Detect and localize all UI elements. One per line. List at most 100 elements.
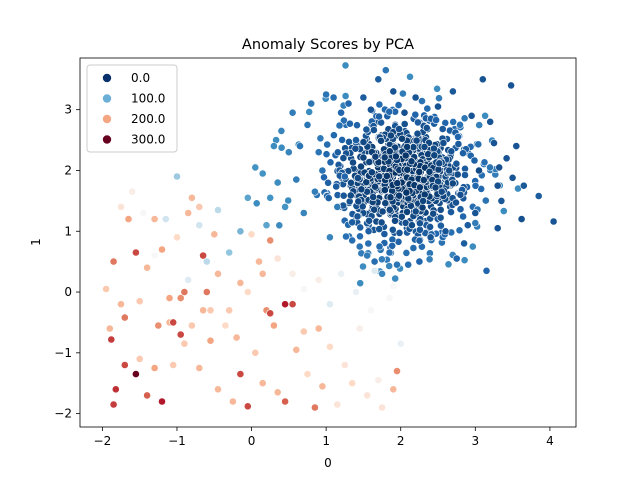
data-point	[180, 288, 189, 296]
x-tick-label: 2	[397, 434, 405, 448]
data-point	[228, 397, 237, 406]
data-point	[277, 143, 286, 152]
data-point	[288, 269, 297, 278]
data-point	[262, 221, 271, 230]
data-point	[452, 198, 460, 207]
plot-area	[102, 61, 558, 412]
data-point	[102, 285, 110, 293]
data-point	[456, 205, 465, 214]
data-point	[406, 72, 414, 81]
data-point	[437, 187, 446, 196]
data-point	[356, 232, 364, 241]
data-point	[303, 370, 312, 378]
data-point	[385, 294, 394, 302]
data-point	[367, 168, 376, 177]
data-point	[339, 116, 348, 125]
data-point	[397, 212, 406, 221]
data-point	[314, 324, 323, 333]
data-point	[353, 212, 362, 221]
data-point	[366, 105, 375, 114]
data-point	[412, 136, 421, 145]
data-point	[493, 181, 502, 190]
data-point	[339, 191, 348, 200]
data-point	[439, 139, 448, 147]
data-point	[493, 224, 502, 233]
data-point	[375, 242, 384, 251]
data-point	[310, 187, 319, 196]
data-point	[266, 193, 275, 202]
data-point	[407, 221, 416, 230]
data-point	[266, 236, 275, 245]
data-point	[359, 138, 368, 146]
data-point	[176, 330, 185, 339]
data-point	[497, 196, 506, 205]
x-axis-label: 0	[324, 456, 332, 470]
data-point	[323, 140, 332, 149]
data-point	[415, 167, 424, 176]
data-point	[448, 87, 457, 96]
data-point	[236, 370, 245, 378]
data-point	[385, 147, 394, 156]
data-point	[355, 324, 364, 333]
data-point	[482, 266, 491, 275]
data-point	[339, 154, 348, 162]
data-point	[396, 339, 405, 348]
data-point	[512, 142, 521, 150]
data-point	[517, 215, 526, 223]
data-point	[202, 288, 211, 296]
data-point	[375, 112, 383, 121]
data-point	[173, 233, 181, 242]
data-point	[415, 257, 424, 266]
data-point	[403, 207, 411, 216]
data-point	[247, 230, 256, 239]
data-point	[380, 153, 389, 162]
data-point	[436, 221, 445, 230]
data-point	[292, 175, 301, 184]
x-tick-label: −1	[168, 434, 186, 448]
data-point	[429, 209, 438, 218]
data-point	[433, 84, 441, 93]
data-point	[419, 196, 427, 205]
data-point	[173, 172, 181, 181]
data-point	[303, 121, 312, 129]
data-point	[364, 239, 373, 248]
data-point	[356, 223, 365, 232]
data-point	[199, 306, 207, 315]
data-point	[275, 221, 284, 230]
data-point	[310, 403, 319, 412]
data-point	[356, 279, 365, 288]
data-point	[475, 121, 484, 129]
data-point	[324, 178, 332, 187]
data-point	[296, 142, 304, 150]
data-point	[456, 190, 465, 199]
data-point	[365, 158, 374, 166]
data-point	[169, 318, 178, 327]
data-point	[381, 66, 390, 75]
data-point	[333, 148, 342, 157]
x-tick-label: 0	[248, 434, 256, 448]
data-point	[165, 294, 174, 302]
legend: 0.0 100.0 200.0 300.0	[86, 64, 178, 153]
data-point	[169, 361, 178, 369]
data-point	[357, 162, 365, 171]
data-point	[435, 94, 443, 103]
data-point	[340, 172, 349, 181]
data-point	[455, 226, 464, 235]
data-point	[232, 333, 241, 342]
data-point	[251, 348, 260, 357]
data-point	[436, 213, 445, 222]
data-point	[325, 233, 334, 242]
data-point	[454, 140, 463, 148]
data-point	[499, 207, 508, 215]
data-point	[150, 364, 159, 372]
data-point	[358, 202, 367, 211]
data-point	[314, 148, 323, 157]
y-tick-label: 3	[64, 103, 72, 117]
data-point	[453, 170, 462, 179]
data-point	[382, 172, 391, 180]
data-point	[131, 370, 140, 378]
data-point	[252, 199, 261, 208]
data-point	[374, 75, 383, 84]
data-point	[314, 275, 323, 284]
data-point	[460, 256, 469, 265]
